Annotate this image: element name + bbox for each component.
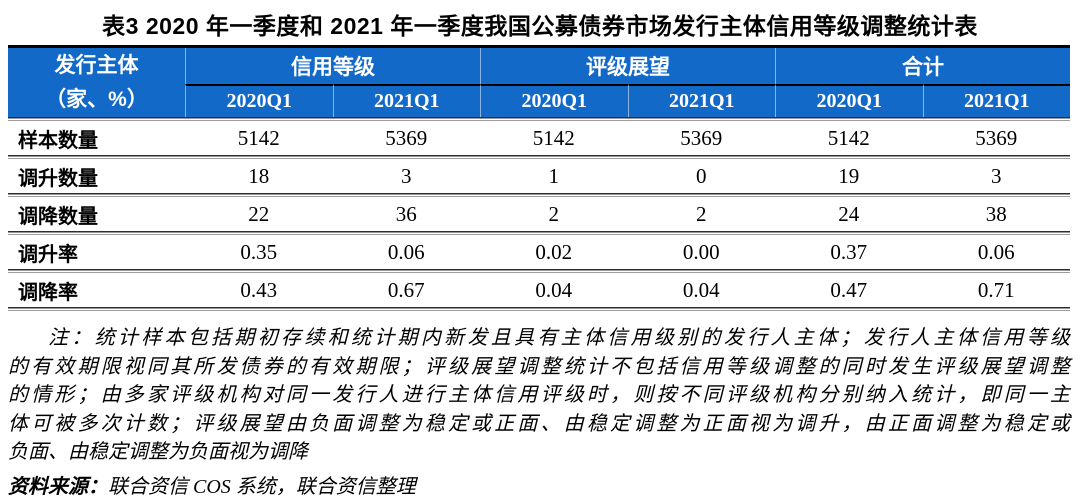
cell-upgrade-credit-2021q1: 3 [401, 164, 412, 188]
data-source-line: 资料来源：联合资信 COS 系统，联合资信整理 [8, 473, 1070, 501]
cell-upgrade-rate-credit-2020q1: 0.35 [240, 240, 278, 264]
row-label-upgrade-rate: 调升率 [18, 244, 78, 266]
table-bottom-border [8, 307, 1070, 312]
row-separator [8, 155, 1070, 160]
cell-downgrade-rate-credit-2020q1: 0.43 [240, 278, 278, 302]
header-issuer-corner: 发行主体 （家、%） [8, 48, 185, 117]
row-separator [8, 193, 1070, 198]
data-source-label: 资料来源： [8, 475, 108, 498]
cell-upgrade-rate-outlook-2021q1: 0.00 [682, 240, 720, 264]
rating-adjustment-table: 发行主体 （家、%） 信用等级 评级展望 合计 2020Q1 2021Q1 20… [8, 45, 1070, 312]
cell-downgrade-outlook-2020q1: 2 [548, 202, 560, 226]
cell-downgrade-rate-total-2020q1: 0.47 [830, 278, 868, 302]
header-sub-credit-2020q1: 2020Q1 [185, 84, 333, 117]
cell-downgrade-rate-outlook-2021q1: 0.04 [682, 278, 720, 302]
table-title: 表3 2020 年一季度和 2021 年一季度我国公募债券市场发行主体信用等级调… [102, 13, 978, 39]
cell-sample-credit-2020q1: 5142 [237, 126, 280, 150]
cell-upgrade-outlook-2020q1: 1 [548, 164, 560, 188]
cell-sample-outlook-2020q1: 5142 [532, 126, 575, 150]
header-issuer-line1: 发行主体 [54, 53, 139, 77]
note-line-5: 负面、由稳定调整为负面视为调降 [8, 441, 308, 463]
row-separator [8, 231, 1070, 236]
cell-upgrade-rate-credit-2021q1: 0.06 [387, 240, 425, 264]
note-line-4: 体可被多次计数；评级展望由负面调整为稳定或正面、由稳定调整为正面视为调升，由正面… [8, 412, 1070, 435]
cell-downgrade-rate-credit-2021q1: 0.67 [387, 278, 425, 302]
header-group-rating-outlook: 评级展望 [480, 48, 775, 84]
row-label-downgrade-rate: 调降率 [18, 282, 78, 304]
cell-downgrade-rate-total-2021q1: 0.71 [977, 278, 1015, 302]
cell-upgrade-rate-total-2021q1: 0.06 [977, 240, 1015, 264]
cell-downgrade-outlook-2021q1: 2 [696, 202, 707, 226]
header-sub-outlook-2021q1: 2021Q1 [627, 84, 775, 117]
note-line-2: 的有效期限视同其所发债券的有效期限；评级展望调整统计不包括信用等级调整的同时发生… [8, 355, 1070, 378]
row-separator [8, 269, 1070, 274]
header-sub-credit-2021q1: 2021Q1 [332, 84, 480, 117]
header-issuer-line2: （家、%） [45, 87, 148, 111]
cell-upgrade-total-2021q1: 3 [991, 164, 1002, 188]
header-group-credit-rating: 信用等级 [185, 48, 480, 84]
data-source-text: 联合资信 COS 系统，联合资信整理 [108, 475, 416, 498]
row-label-downgrade-count: 调降数量 [18, 206, 98, 228]
cell-sample-total-2021q1: 5369 [975, 126, 1018, 150]
cell-downgrade-total-2021q1: 38 [985, 202, 1007, 226]
cell-upgrade-rate-outlook-2020q1: 0.02 [535, 240, 573, 264]
cell-downgrade-credit-2021q1: 36 [395, 202, 417, 226]
cell-upgrade-total-2020q1: 19 [838, 164, 860, 188]
cell-sample-total-2020q1: 5142 [827, 126, 870, 150]
cell-downgrade-total-2020q1: 24 [838, 202, 860, 226]
row-label-sample-count: 样本数量 [18, 130, 98, 152]
header-sub-outlook-2020q1: 2020Q1 [480, 84, 628, 117]
row-separator [8, 117, 1070, 122]
note-line-3: 的情形；由多家评级机构对同一发行人进行主体信用评级时，则按不同评级机构分别纳入统… [8, 384, 1070, 406]
cell-downgrade-rate-outlook-2020q1: 0.04 [535, 278, 573, 302]
cell-upgrade-outlook-2021q1: 0 [696, 164, 707, 188]
header-group-total: 合计 [775, 48, 1070, 84]
cell-upgrade-rate-total-2020q1: 0.37 [830, 240, 868, 264]
cell-sample-outlook-2021q1: 5369 [680, 126, 723, 150]
cell-downgrade-credit-2020q1: 22 [248, 202, 270, 226]
header-sub-total-2020q1: 2020Q1 [775, 84, 923, 117]
table-note: 注：统计样本包括期初存续和统计期内新发且具有主体信用级别的发行人主体；发行人主体… [8, 324, 1070, 467]
header-sub-total-2021q1: 2021Q1 [922, 84, 1070, 117]
cell-sample-credit-2021q1: 5369 [385, 126, 428, 150]
row-label-upgrade-count: 调升数量 [18, 168, 98, 190]
cell-upgrade-credit-2020q1: 18 [248, 164, 270, 188]
note-line-1: 注：统计样本包括期初存续和统计期内新发且具有主体信用级别的发行人主体；发行人主体… [48, 327, 1070, 349]
